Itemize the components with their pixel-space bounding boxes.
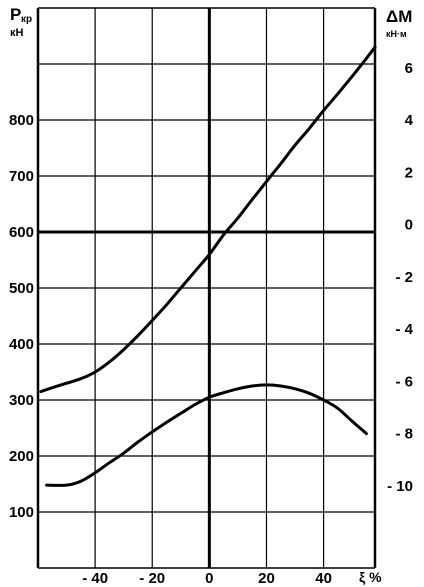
left-tick-label: 500 bbox=[9, 280, 34, 297]
left-tick-label: 700 bbox=[9, 168, 34, 185]
right-tick-label: - 2 bbox=[395, 269, 413, 286]
right-tick-label: 0 bbox=[405, 217, 413, 234]
right-tick-label: - 8 bbox=[395, 426, 413, 443]
left-tick-label: 200 bbox=[9, 448, 34, 465]
x-tick-label: - 40 bbox=[82, 570, 108, 587]
left-tick-labels: 100 200 300 400 500 600 700 800 bbox=[9, 112, 34, 521]
series-group bbox=[39, 45, 377, 487]
left-axis-unit: кН bbox=[10, 27, 24, 39]
right-tick-label: 4 bbox=[405, 112, 414, 129]
x-tick-label: - 20 bbox=[139, 570, 165, 587]
right-tick-label: - 4 bbox=[395, 321, 413, 338]
grid bbox=[38, 8, 375, 568]
right-tick-label: 6 bbox=[405, 60, 413, 77]
left-tick-label: 400 bbox=[9, 336, 34, 353]
plot-frame bbox=[36, 7, 377, 569]
right-tick-label: 2 bbox=[405, 164, 413, 181]
right-axis-unit: кН·м bbox=[386, 29, 407, 39]
left-axis-label-subscript: кр bbox=[21, 14, 32, 25]
x-tick-label: 20 bbox=[258, 570, 275, 587]
left-tick-label: 300 bbox=[9, 392, 34, 409]
right-tick-labels: 6 4 2 0 - 2 - 4 - 6 - 8 - 10 bbox=[387, 60, 414, 495]
right-axis-label: ΔM bbox=[386, 7, 412, 26]
left-tick-label: 600 bbox=[9, 224, 34, 241]
series-line-1 bbox=[39, 45, 377, 394]
x-tick-labels: - 40 - 20 0 20 40 bbox=[82, 570, 332, 587]
right-tick-label: - 10 bbox=[387, 478, 413, 495]
x-tick-label: 0 bbox=[205, 570, 213, 587]
series-line-2 bbox=[45, 383, 368, 487]
right-tick-label: - 6 bbox=[395, 373, 413, 390]
left-tick-label: 800 bbox=[9, 112, 34, 129]
left-axis-label: P bbox=[10, 5, 21, 24]
left-tick-label: 100 bbox=[9, 504, 34, 521]
x-axis-label: ξ % bbox=[359, 569, 382, 585]
x-tick-label: 40 bbox=[315, 570, 332, 587]
zero-lines bbox=[38, 8, 375, 568]
